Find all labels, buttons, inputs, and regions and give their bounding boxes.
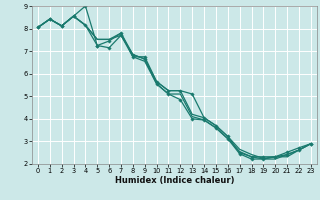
X-axis label: Humidex (Indice chaleur): Humidex (Indice chaleur) [115, 176, 234, 185]
